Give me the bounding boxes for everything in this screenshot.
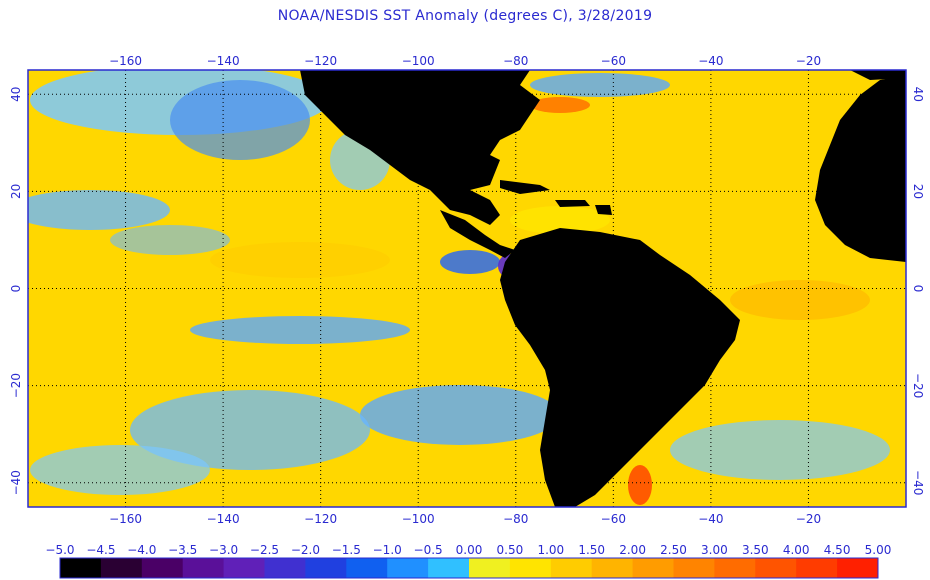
colorbar-label: 0.50 bbox=[497, 543, 524, 557]
lat-tick-label: −40 bbox=[9, 470, 23, 495]
colorbar-swatch bbox=[591, 558, 634, 578]
colorbar-swatch bbox=[755, 558, 797, 578]
colorbar-label: 2.50 bbox=[660, 543, 687, 557]
central-america-land bbox=[430, 145, 500, 190]
colorbar-label: −3.5 bbox=[168, 543, 197, 557]
lat-tick-label: −20 bbox=[9, 373, 23, 398]
colorbar-label: −1.5 bbox=[332, 543, 361, 557]
colorbar-swatch bbox=[469, 558, 511, 578]
lat-tick-label: 20 bbox=[9, 184, 23, 199]
colorbar-label: 3.50 bbox=[742, 543, 769, 557]
colorbar-label: 4.50 bbox=[824, 543, 851, 557]
africa-land bbox=[815, 75, 906, 262]
colorbar-label: −2.0 bbox=[291, 543, 320, 557]
colorbar-swatch bbox=[509, 558, 552, 578]
colorbar-swatch bbox=[673, 558, 715, 578]
colorbar-labels: −5.0 −4.5 −4.0 −3.5 −3.0 −2.5 −2.0 −1.5 −1.0 −0.5… bbox=[45, 543, 891, 557]
colorbar-swatch bbox=[796, 558, 838, 578]
lon-tick-label: −80 bbox=[503, 512, 528, 526]
colorbar-swatch bbox=[837, 558, 879, 578]
colorbar-label: 2.00 bbox=[619, 543, 646, 557]
lon-tick-label: −20 bbox=[796, 54, 821, 68]
colorbar-swatch bbox=[100, 558, 143, 578]
lon-tick-label: −40 bbox=[698, 512, 723, 526]
lon-tick-label: −80 bbox=[503, 54, 528, 68]
lat-tick-label: −40 bbox=[911, 470, 925, 495]
lat-ticks-right: 40 20 0 −20 −40 bbox=[911, 87, 925, 496]
lon-tick-label: −140 bbox=[207, 512, 240, 526]
north-america-land bbox=[300, 70, 540, 225]
colorbar-label: 4.00 bbox=[783, 543, 810, 557]
map-border bbox=[27, 69, 907, 508]
colorbar-swatch bbox=[632, 558, 674, 578]
lat-tick-label: 40 bbox=[9, 87, 23, 102]
colorbar-label: −4.0 bbox=[127, 543, 156, 557]
lon-tick-label: −140 bbox=[207, 54, 240, 68]
lat-tick-label: −20 bbox=[911, 373, 925, 398]
lon-tick-label: −100 bbox=[402, 512, 435, 526]
colorbar-label: −2.5 bbox=[250, 543, 279, 557]
colorbar-swatch bbox=[714, 558, 756, 578]
colorbar-swatch bbox=[387, 558, 429, 578]
south-america-land bbox=[500, 228, 740, 507]
colorbar-border bbox=[59, 557, 879, 579]
lon-tick-label: −60 bbox=[601, 512, 626, 526]
lon-tick-label: −60 bbox=[601, 54, 626, 68]
anomaly-patches bbox=[28, 70, 890, 505]
lon-tick-label: −40 bbox=[698, 54, 723, 68]
lon-tick-label: −20 bbox=[796, 512, 821, 526]
colorbar-swatch bbox=[346, 558, 388, 578]
colorbar-label: 1.00 bbox=[537, 543, 564, 557]
colorbar-swatch bbox=[223, 558, 265, 578]
lon-tick-label: −120 bbox=[304, 512, 337, 526]
colorbar-label: 3.00 bbox=[701, 543, 728, 557]
lon-ticks-top: −160 −140 −120 −100 −80 −60 −40 −20 bbox=[109, 54, 821, 68]
colorbar-swatch bbox=[182, 558, 225, 578]
grid-lines bbox=[28, 70, 906, 507]
colorbar bbox=[59, 557, 879, 579]
colorbar-label: −3.0 bbox=[209, 543, 238, 557]
colorbar-label: −0.5 bbox=[414, 543, 443, 557]
map-title: NOAA/NESDIS SST Anomaly (degrees C), 3/2… bbox=[277, 8, 653, 24]
lat-tick-label: 40 bbox=[911, 87, 925, 102]
central-america-isthmus bbox=[440, 210, 515, 258]
lon-tick-label: −120 bbox=[304, 54, 337, 68]
caribbean-islands bbox=[500, 180, 612, 215]
lat-tick-label: 0 bbox=[911, 285, 925, 293]
colorbar-label: 1.50 bbox=[578, 543, 605, 557]
colorbar-swatch bbox=[60, 558, 102, 578]
colorbar-swatch bbox=[550, 558, 593, 578]
lon-tick-label: −160 bbox=[109, 512, 142, 526]
europe-land bbox=[850, 70, 906, 80]
colorbar-swatch bbox=[141, 558, 184, 578]
colorbar-swatch bbox=[428, 558, 470, 578]
colorbar-label: 5.00 bbox=[865, 543, 892, 557]
lon-tick-label: −100 bbox=[402, 54, 435, 68]
lon-tick-label: −160 bbox=[109, 54, 142, 68]
colorbar-swatch bbox=[264, 558, 306, 578]
lat-ticks-left: 40 20 0 −20 −40 bbox=[9, 87, 23, 496]
colorbar-label: 0.00 bbox=[456, 543, 483, 557]
lat-tick-label: 0 bbox=[9, 285, 23, 293]
colorbar-label: −1.0 bbox=[373, 543, 402, 557]
colorbar-label: −4.5 bbox=[86, 543, 115, 557]
land-masses bbox=[300, 70, 906, 507]
colorbar-label: −5.0 bbox=[45, 543, 74, 557]
colorbar-swatch bbox=[305, 558, 347, 578]
lat-tick-label: 20 bbox=[911, 184, 925, 199]
lon-ticks-bottom: −160 −140 −120 −100 −80 −60 −40 −20 bbox=[109, 512, 821, 526]
